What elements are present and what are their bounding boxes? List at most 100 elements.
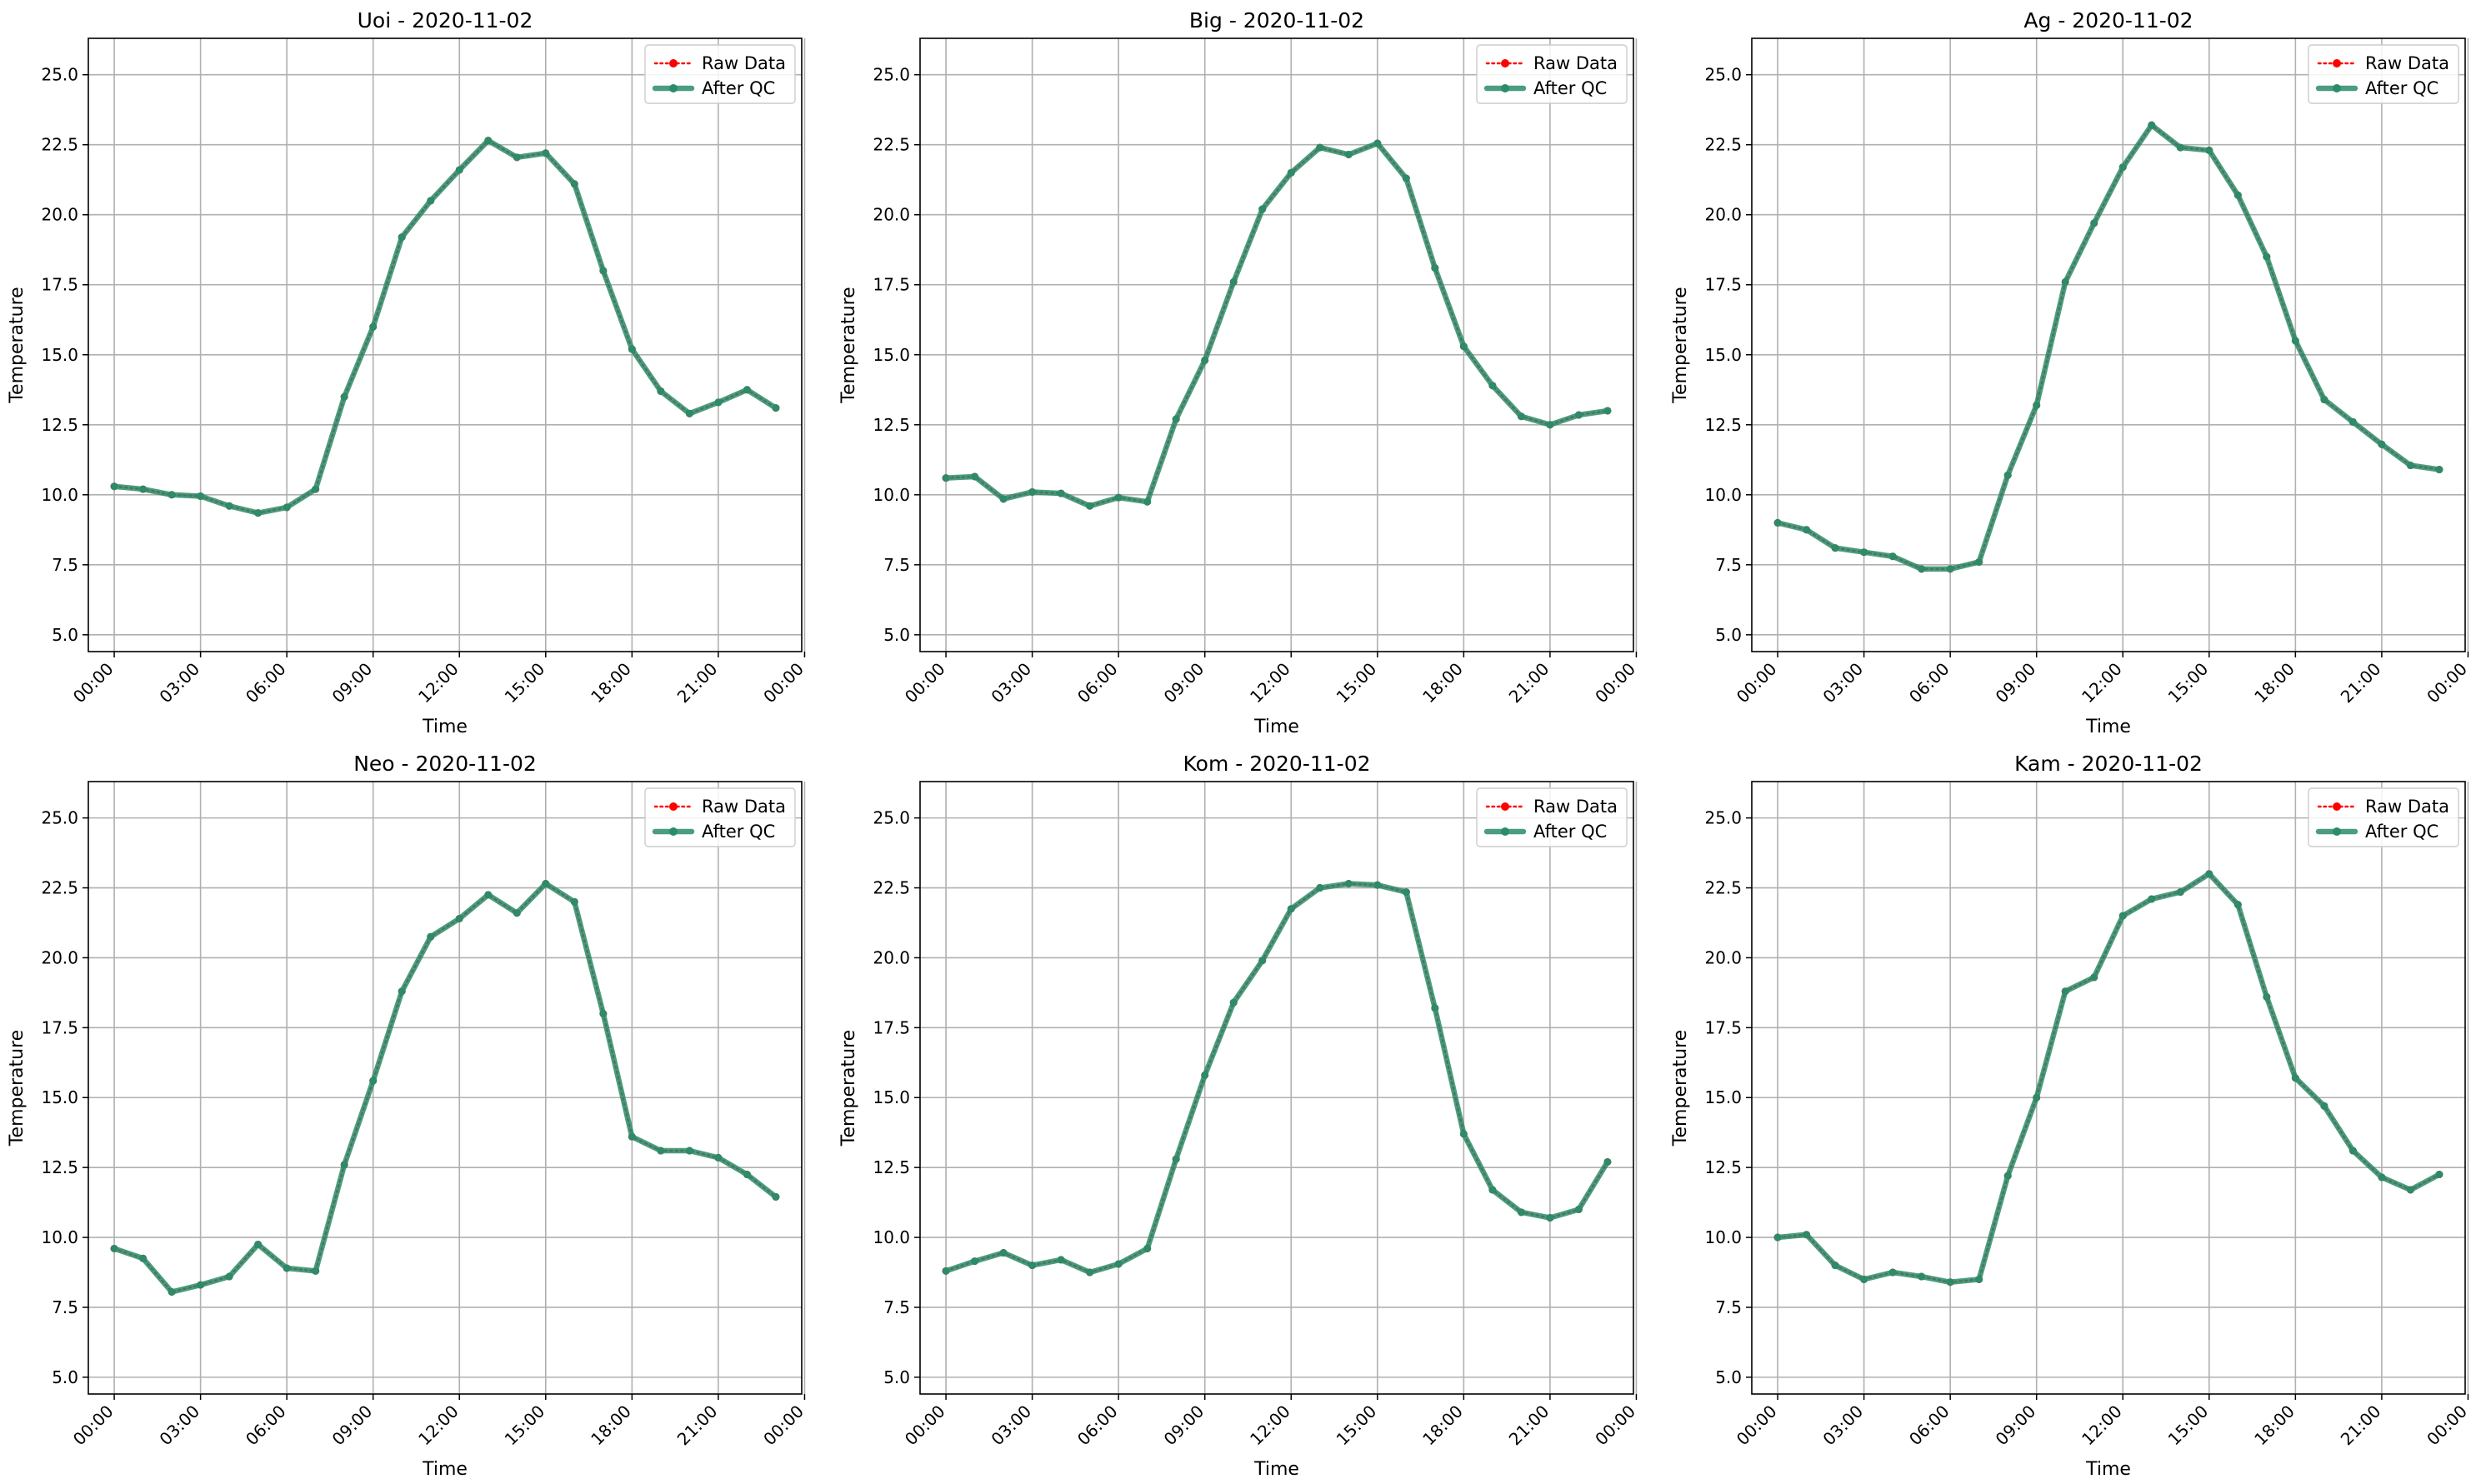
legend: Raw Data After QC bbox=[644, 44, 796, 104]
after-qc-point bbox=[999, 495, 1008, 503]
after-qc-point bbox=[971, 472, 979, 481]
legend-raw-marker bbox=[2333, 59, 2341, 67]
x-tick-label: 15:00 bbox=[2164, 659, 2213, 707]
after-qc-point bbox=[283, 1264, 291, 1272]
raw-data-line bbox=[113, 139, 778, 514]
after-qc-point bbox=[1517, 1208, 1525, 1217]
legend-qc-label: After QC bbox=[1533, 78, 1607, 98]
after-qc-point bbox=[1201, 1071, 1209, 1079]
x-tick-label: 06:00 bbox=[1073, 659, 1122, 707]
after-qc-point bbox=[1028, 1262, 1037, 1270]
y-tick-label: 20.0 bbox=[1704, 205, 1742, 225]
y-axis-label: Temperature bbox=[7, 287, 28, 403]
after-qc-point bbox=[197, 492, 205, 500]
after-qc-point bbox=[197, 1281, 205, 1289]
legend-qc-marker bbox=[669, 84, 678, 92]
y-tick-label: 22.5 bbox=[873, 135, 910, 155]
x-tick-label: 00:00 bbox=[901, 659, 949, 707]
x-tick-label: 18:00 bbox=[1418, 659, 1467, 707]
y-tick-label: 25.0 bbox=[1704, 65, 1742, 85]
x-tick-label: 21:00 bbox=[2337, 1402, 2385, 1450]
legend-qc-marker bbox=[669, 827, 678, 836]
x-tick-label: 03:00 bbox=[1818, 1402, 1867, 1450]
x-tick-label: 00:00 bbox=[1733, 659, 1781, 707]
after-qc-point bbox=[772, 404, 780, 412]
after-qc-point bbox=[1574, 1205, 1583, 1213]
after-qc-point bbox=[772, 1192, 780, 1201]
y-axis-label: Temperature bbox=[1670, 287, 1691, 403]
y-tick-label: 12.5 bbox=[41, 415, 78, 435]
y-tick-label: 7.5 bbox=[1715, 555, 1742, 575]
y-tick-label: 20.0 bbox=[873, 205, 910, 225]
after-qc-point bbox=[1975, 557, 1983, 566]
after-qc-point bbox=[2435, 1171, 2443, 1179]
chart-panel-6: 5.0 7.5 10.0 12.5 15.0 17.5 20.0 22.5 25.0 00:00 0… bbox=[1670, 752, 2471, 1480]
after-qc-point bbox=[1860, 548, 1868, 557]
after-qc-point bbox=[139, 485, 148, 493]
legend: Raw Data After QC bbox=[1476, 44, 1628, 104]
legend-raw-marker bbox=[669, 59, 678, 67]
after-qc-point bbox=[2033, 401, 2041, 409]
x-tick-label: 12:00 bbox=[2078, 659, 2126, 707]
after-qc-point bbox=[1086, 502, 1094, 510]
y-tick-label: 12.5 bbox=[41, 1157, 78, 1177]
y-tick-label: 15.0 bbox=[1704, 1087, 1742, 1107]
after-qc-point bbox=[1229, 998, 1238, 1007]
x-tick-label: 12:00 bbox=[1246, 659, 1294, 707]
x-tick-label: 06:00 bbox=[242, 1402, 290, 1450]
x-axis-label: Time bbox=[422, 717, 468, 737]
x-tick-label: 21:00 bbox=[673, 1402, 722, 1450]
after-qc-point bbox=[1488, 382, 1497, 390]
after-qc-point bbox=[168, 1288, 176, 1296]
after-qc-point bbox=[340, 392, 348, 401]
legend-qc-marker bbox=[1501, 84, 1509, 92]
after-qc-point bbox=[1316, 143, 1324, 152]
legend-raw-label: Raw Data bbox=[2365, 53, 2449, 73]
y-tick-label: 15.0 bbox=[873, 345, 910, 365]
y-tick-label: 22.5 bbox=[873, 878, 910, 898]
after-qc-point bbox=[1459, 1130, 1468, 1138]
legend-qc-marker bbox=[1501, 827, 1509, 836]
after-qc-point bbox=[1287, 905, 1295, 913]
after-qc-point bbox=[2003, 471, 2012, 479]
y-tick-label: 25.0 bbox=[873, 808, 910, 828]
after-qc-point bbox=[2148, 121, 2156, 129]
y-tick-label: 20.0 bbox=[873, 947, 910, 967]
x-tick-label: 18:00 bbox=[587, 1402, 635, 1450]
y-tick-label: 17.5 bbox=[1704, 1017, 1742, 1037]
y-tick-label: 12.5 bbox=[1704, 415, 1742, 435]
x-tick-label: 15:00 bbox=[1333, 659, 1381, 707]
x-tick-label: 12:00 bbox=[1246, 1402, 1294, 1450]
after-qc-point bbox=[2291, 1074, 2299, 1082]
after-qc-point bbox=[628, 345, 636, 353]
after-qc-point bbox=[254, 1240, 263, 1248]
x-tick-label: 09:00 bbox=[1992, 1402, 2040, 1450]
legend-qc-label: After QC bbox=[2365, 78, 2438, 98]
legend-qc-label: After QC bbox=[1533, 822, 1607, 842]
y-tick-label: 12.5 bbox=[873, 415, 910, 435]
legend-qc-label: After QC bbox=[2365, 822, 2438, 842]
after-qc-point bbox=[2033, 1093, 2041, 1102]
x-tick-label: 06:00 bbox=[1905, 1402, 1953, 1450]
after-qc-point bbox=[1831, 544, 1839, 552]
x-tick-label: 00:00 bbox=[69, 659, 118, 707]
x-tick-label: 00:00 bbox=[759, 1402, 808, 1450]
after-qc-point bbox=[542, 880, 550, 887]
after-qc-point bbox=[657, 387, 665, 395]
after-qc-point bbox=[657, 1147, 665, 1155]
after-qc-point bbox=[369, 1077, 378, 1085]
x-axis-label: Time bbox=[2085, 1459, 2131, 1480]
y-tick-label: 7.5 bbox=[52, 1297, 78, 1317]
after-qc-point bbox=[685, 409, 693, 417]
legend-raw-marker bbox=[1501, 59, 1509, 67]
y-tick-label: 20.0 bbox=[41, 205, 78, 225]
after-qc-point bbox=[2233, 191, 2242, 199]
legend-raw-marker bbox=[669, 802, 678, 811]
after-qc-point bbox=[2435, 466, 2443, 474]
x-tick-label: 18:00 bbox=[1418, 1402, 1467, 1450]
after-qc-point bbox=[1546, 421, 1554, 429]
after-qc-point bbox=[513, 153, 521, 162]
y-tick-label: 22.5 bbox=[41, 878, 78, 898]
y-tick-label: 20.0 bbox=[1704, 947, 1742, 967]
